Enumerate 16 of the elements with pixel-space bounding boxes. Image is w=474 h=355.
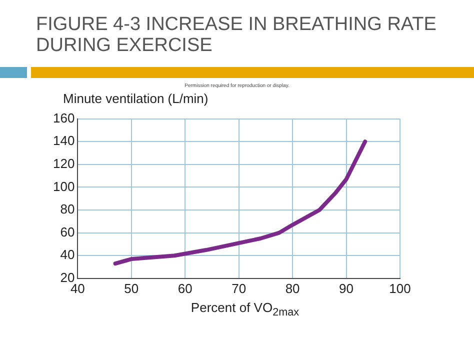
y-tick-label: 80	[60, 202, 75, 217]
x-tick-label: 50	[124, 280, 139, 296]
x-tick-label: 70	[232, 280, 246, 296]
y-tick-label: 100	[52, 178, 75, 194]
y-tick-label: 60	[60, 224, 75, 240]
y-tick-label: 120	[52, 156, 75, 171]
chart-title: FIGURE 4-3 INCREASE IN BREATHING RATE DURING EXERCISE	[36, 14, 438, 56]
x-tick-label: 80	[285, 280, 300, 296]
y-tick-label: 40	[60, 247, 75, 262]
x-tick-label: 90	[339, 280, 354, 296]
x-axis-title: Percent of VO$_{2max}$	[190, 300, 300, 319]
x-tick-label: 60	[178, 280, 192, 296]
y-tick-label: 160	[52, 110, 75, 126]
y-tick-label: 140	[52, 133, 75, 148]
y-axis-title: Minute ventilation (L/min)	[63, 91, 208, 106]
x-tick-label: 100	[389, 280, 411, 296]
